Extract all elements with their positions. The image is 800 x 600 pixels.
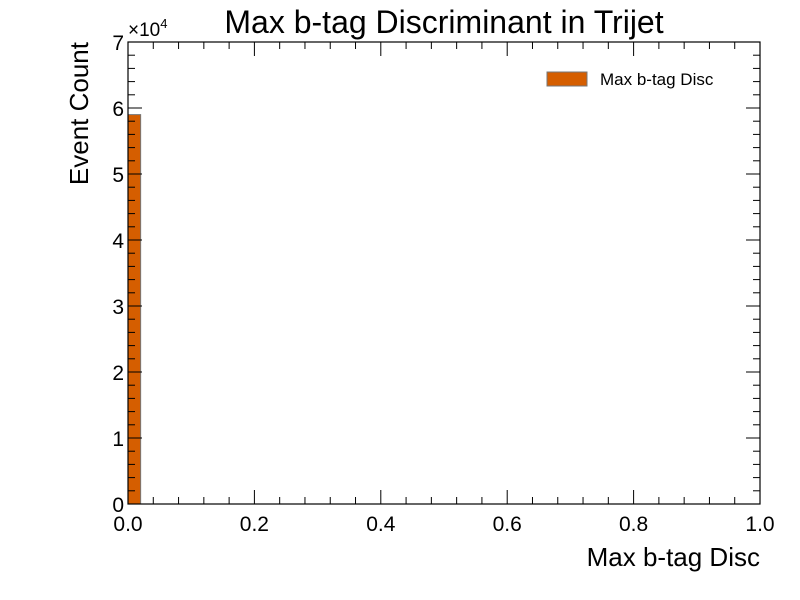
y-axis-label: Event Count: [64, 41, 94, 185]
y-tick-label: 5: [112, 164, 124, 187]
x-tick-label: 0.8: [619, 513, 648, 536]
y-tick-label: 0: [112, 494, 124, 517]
histogram-bar: [127, 114, 142, 505]
y-tick-label: 4: [112, 230, 124, 253]
x-tick-label: 0.4: [366, 513, 396, 536]
x-tick-label: 1.0: [745, 513, 774, 536]
y-tick-label: 1: [112, 428, 124, 451]
y-multiplier-base: ×10: [128, 20, 160, 41]
y-axis-multiplier: ×104: [128, 16, 167, 41]
x-axis-label: Max b-tag Disc: [587, 542, 760, 572]
x-tick-label: 0.2: [240, 513, 269, 536]
y-tick-label: 3: [112, 296, 124, 319]
y-tick-label: 7: [112, 32, 124, 55]
axis-ticks: [127, 41, 761, 505]
y-tick-label: 2: [112, 362, 124, 385]
legend: Max b-tag Disc: [546, 70, 714, 89]
chart-title: Max b-tag Discriminant in Trijet: [224, 4, 663, 40]
plot-area: [127, 41, 761, 505]
y-tick-label: 6: [112, 98, 124, 121]
plot-frame: [127, 41, 761, 505]
legend-label-max-btag-disc: Max b-tag Disc: [600, 70, 714, 89]
y-tick-labels: 0 1 2 3 4 5 6 7: [112, 32, 124, 517]
histogram-bars: [127, 114, 142, 505]
legend-swatch: [546, 71, 588, 87]
x-tick-label: 0.6: [493, 513, 522, 536]
y-multiplier-exponent: 4: [160, 16, 167, 31]
x-tick-labels: 0.0 0.2 0.4 0.6 0.8 1.0: [113, 513, 774, 536]
x-tick-label: 0.0: [113, 513, 142, 536]
